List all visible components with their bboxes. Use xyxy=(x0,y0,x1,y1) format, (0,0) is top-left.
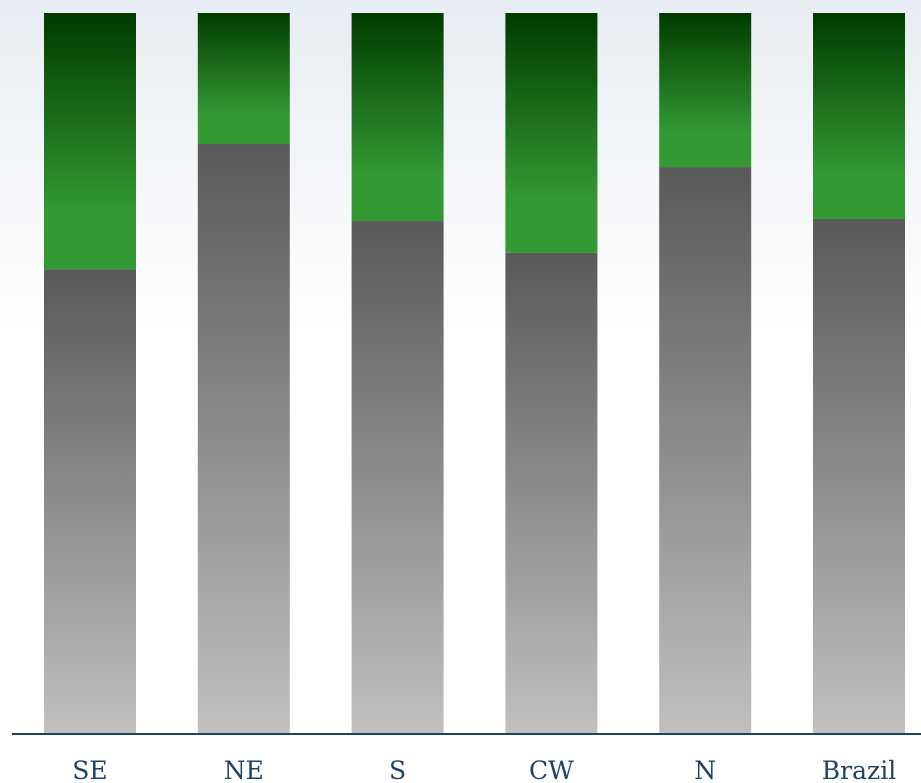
x-tick-label-ne: NE xyxy=(224,756,264,783)
bar-top-se xyxy=(44,13,136,270)
x-tick-label-cw: CW xyxy=(529,756,574,783)
x-tick-label-se: SE xyxy=(72,756,107,783)
x-tick-label-n: N xyxy=(694,756,716,783)
bar-bottom-cw xyxy=(505,252,598,733)
bar-bottom-n xyxy=(659,167,752,733)
bar-bottom-ne xyxy=(197,144,290,734)
bar-top-cw xyxy=(505,13,598,253)
bar-top-ne xyxy=(197,13,290,145)
bar-top-n xyxy=(659,13,752,168)
bar-bottom-s xyxy=(351,221,444,733)
x-axis-labels: SE NE S CW N Brazil xyxy=(72,756,896,783)
bar-top-brazil xyxy=(813,13,905,219)
bar-bottom-brazil xyxy=(813,218,905,734)
bar-top-s xyxy=(351,13,444,222)
x-tick-label-s: S xyxy=(389,756,406,783)
x-tick-label-brazil: Brazil xyxy=(822,756,896,783)
bar-bottom-se xyxy=(44,269,136,733)
bar-group xyxy=(44,13,905,734)
